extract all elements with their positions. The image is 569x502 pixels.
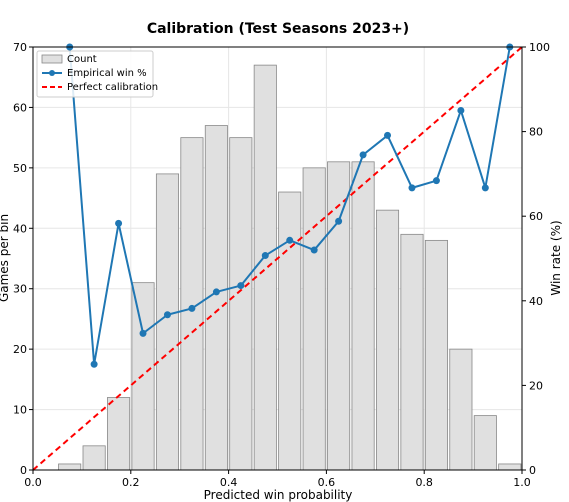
chart-title: Calibration (Test Seasons 2023+): [147, 21, 409, 37]
empirical-point: [261, 252, 269, 260]
count-bar: [302, 167, 326, 471]
empirical-point: [310, 246, 318, 254]
empirical-point: [212, 288, 220, 296]
y-left-tick-label: 40: [13, 222, 27, 235]
x-tick-label: 0.0: [24, 476, 42, 489]
count-bar: [327, 161, 351, 471]
empirical-point: [432, 177, 440, 185]
empirical-point: [139, 329, 147, 337]
count-bar: [253, 64, 277, 471]
y-right-tick-label: 40: [529, 295, 543, 308]
legend: Count Empirical win % Perfect calibratio…: [36, 50, 158, 98]
count-bar: [351, 161, 375, 471]
x-tick-label: 1.0: [513, 476, 531, 489]
legend-count-swatch: [41, 54, 63, 64]
empirical-point: [457, 106, 465, 114]
legend-empirical-label: Empirical win %: [67, 68, 147, 79]
y-right-tick-label: 80: [529, 126, 543, 139]
empirical-point: [408, 184, 416, 192]
empirical-point: [163, 311, 171, 319]
y-right-tick-label: 60: [529, 210, 543, 223]
empirical-line: [66, 43, 514, 368]
count-bars: [58, 64, 522, 471]
legend-box: [36, 50, 154, 98]
x-tick-label: 0.8: [415, 476, 433, 489]
y-right-tick-label: 100: [529, 41, 550, 54]
empirical-point: [335, 217, 343, 225]
y-left-axis-label: Games per bin: [0, 214, 11, 302]
legend-count-label: Count: [67, 54, 97, 65]
empirical-point: [237, 282, 245, 290]
x-axis: 0.0 0.2 0.4 0.6 0.8 1.0: [24, 470, 531, 489]
y-left-tick-label: 30: [13, 283, 27, 296]
x-tick-label: 0.2: [122, 476, 140, 489]
y-left-tick-label: 10: [13, 404, 27, 417]
y-left-axis: 0 10 20 30 40 50 60 70: [13, 41, 33, 477]
x-tick-label: 0.4: [220, 476, 238, 489]
count-bar: [449, 348, 473, 471]
count-bar: [58, 463, 82, 471]
count-bar: [82, 445, 106, 471]
count-bar: [400, 233, 424, 471]
y-left-tick-label: 60: [13, 101, 27, 114]
count-bar: [473, 415, 497, 471]
y-right-axis-label: Win rate (%): [549, 220, 563, 295]
y-right-axis: 0 20 40 60 80 100: [522, 41, 550, 477]
y-left-tick-label: 20: [13, 343, 27, 356]
count-bar: [107, 397, 131, 471]
empirical-point: [286, 236, 294, 244]
y-left-tick-label: 0: [20, 464, 27, 477]
count-bar: [424, 239, 448, 471]
empirical-point: [90, 360, 98, 368]
perfect-calibration-segment: [32, 46, 523, 471]
count-bar: [131, 282, 155, 471]
count-bar: [155, 173, 179, 471]
x-tick-label: 0.6: [318, 476, 336, 489]
legend-perfect-label: Perfect calibration: [67, 82, 158, 93]
empirical-point: [384, 131, 392, 139]
count-bar: [229, 137, 253, 471]
y-right-tick-label: 20: [529, 379, 543, 392]
y-left-tick-label: 70: [13, 41, 27, 54]
y-left-tick-label: 50: [13, 162, 27, 175]
empirical-point: [188, 304, 196, 312]
empirical-point: [359, 151, 367, 159]
legend-empirical-marker: [49, 70, 55, 76]
count-bar: [278, 191, 302, 471]
count-bar: [498, 463, 522, 471]
empirical-point: [481, 184, 489, 192]
count-bar: [376, 209, 400, 471]
x-axis-label: Predicted win probability: [204, 488, 353, 502]
empirical-point: [115, 219, 123, 227]
plot-frame: [32, 46, 523, 471]
y-right-tick-label: 0: [529, 464, 536, 477]
perfect-calibration-line: [32, 46, 523, 471]
